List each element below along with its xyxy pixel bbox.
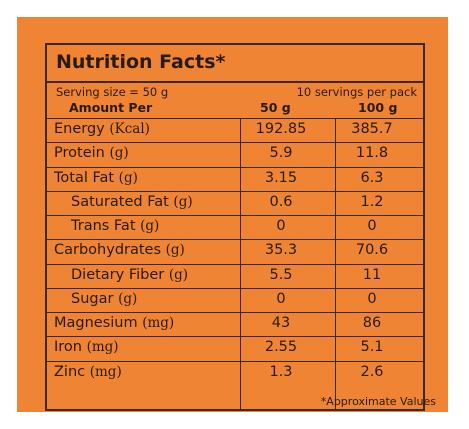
value-per-100g: 2.6	[360, 363, 384, 380]
nutrient-row: Iron (mg) 2.55 5.1	[47, 336, 423, 360]
nutrient-name: Trans Fat (g)	[71, 218, 159, 234]
nutrient-row: Sugar (g) 0 0	[47, 287, 423, 312]
value-per-100g: 5.1	[360, 339, 384, 356]
value-per-100g: 0	[367, 290, 377, 307]
value-per-50g: 3.15	[264, 169, 298, 186]
value-per-100g: 70.6	[355, 242, 389, 259]
column-header-50g: 50 g	[260, 100, 291, 115]
nutrient-label: Magnesium	[54, 315, 138, 332]
nutrient-name: Iron (mg)	[54, 339, 119, 355]
nutrient-name: Zinc (mg)	[54, 364, 122, 380]
column-divider-2	[335, 118, 336, 410]
nutrient-unit: (g)	[118, 169, 138, 186]
nutrient-name: Energy (Kcal)	[54, 121, 150, 137]
value-per-50g: 2.55	[264, 339, 298, 356]
nutrient-label: Protein	[54, 145, 105, 162]
value-per-50g: 0	[276, 218, 286, 235]
amount-per-label: Amount Per	[69, 100, 153, 115]
serving-size: Serving size = 50 g	[56, 85, 169, 99]
value-per-50g: 1.3	[269, 363, 293, 380]
nutrient-unit: (mg)	[142, 315, 175, 332]
nutrient-row: Dietary Fiber (g) 5.5 11	[47, 263, 423, 288]
value-per-50g: 43	[271, 315, 291, 332]
nutrient-name: Dietary Fiber (g)	[71, 267, 188, 283]
nutrient-name: Magnesium (mg)	[54, 315, 174, 331]
value-per-100g: 6.3	[360, 169, 384, 186]
nutrient-name: Saturated Fat (g)	[71, 194, 193, 210]
nutrient-label: Zinc	[54, 363, 86, 380]
nutrient-label: Carbohydrates	[54, 242, 162, 259]
nutrient-row: Zinc (mg) 1.3 2.6	[47, 360, 423, 385]
value-per-50g: 35.3	[264, 242, 298, 259]
footnote: *Approximate Values	[320, 395, 436, 408]
nutrient-name: Total Fat (g)	[54, 170, 138, 186]
nutrient-label: Trans Fat	[71, 218, 136, 235]
table-title: Nutrition Facts*	[56, 51, 226, 73]
nutrient-unit: (g)	[140, 218, 160, 235]
nutrient-name: Sugar (g)	[71, 291, 137, 307]
nutrition-facts-table: Nutrition Facts* Serving size = 50 g 10 …	[45, 43, 425, 411]
nutrient-unit: (g)	[165, 242, 185, 259]
nutrient-unit: (g)	[109, 145, 129, 162]
nutrient-unit: (Kcal)	[109, 121, 150, 137]
label-background: Nutrition Facts* Serving size = 50 g 10 …	[17, 17, 448, 412]
nutrient-label: Iron	[54, 339, 82, 356]
column-divider-1	[240, 118, 241, 410]
value-per-100g: 1.2	[360, 193, 384, 210]
nutrient-row: Total Fat (g) 3.15 6.3	[47, 166, 423, 191]
value-per-100g: 0	[367, 218, 377, 235]
nutrient-label: Energy	[54, 121, 105, 137]
value-per-100g: 86	[362, 315, 382, 332]
nutrient-name: Protein (g)	[54, 145, 129, 161]
nutrient-unit: (mg)	[89, 363, 122, 380]
column-header-100g: 100 g	[358, 100, 398, 115]
nutrient-label: Total Fat	[54, 169, 115, 186]
nutrient-unit: (mg)	[86, 339, 119, 356]
servings-per-pack: 10 servings per pack	[296, 85, 417, 99]
nutrient-label: Sugar	[71, 290, 114, 307]
value-per-100g: 11	[362, 266, 382, 283]
nutrient-unit: (g)	[118, 290, 138, 307]
value-per-50g: 5.9	[269, 145, 293, 162]
value-per-100g: 11.8	[355, 145, 389, 162]
nutrient-row: Carbohydrates (g) 35.3 70.6	[47, 239, 423, 263]
nutrient-row: Saturated Fat (g) 0.6 1.2	[47, 190, 423, 215]
nutrient-unit: (g)	[168, 266, 189, 283]
nutrient-label: Saturated Fat	[71, 193, 169, 210]
value-per-100g: 385.7	[351, 121, 393, 137]
nutrient-row: Trans Fat (g) 0 0	[47, 215, 423, 239]
value-per-50g: 192.85	[255, 121, 307, 137]
value-per-50g: 0.6	[269, 193, 293, 210]
nutrient-row: Magnesium (mg) 43 86	[47, 312, 423, 336]
nutrient-row: Energy (Kcal) 192.85 385.7	[47, 118, 423, 142]
value-per-50g: 5.5	[269, 266, 293, 283]
nutrient-row: Protein (g) 5.9 11.8	[47, 142, 423, 166]
value-per-50g: 0	[276, 290, 286, 307]
nutrient-label: Dietary Fiber	[71, 266, 165, 283]
nutrient-unit: (g)	[173, 193, 193, 210]
nutrient-name: Carbohydrates (g)	[54, 242, 185, 258]
header-divider	[47, 81, 423, 83]
